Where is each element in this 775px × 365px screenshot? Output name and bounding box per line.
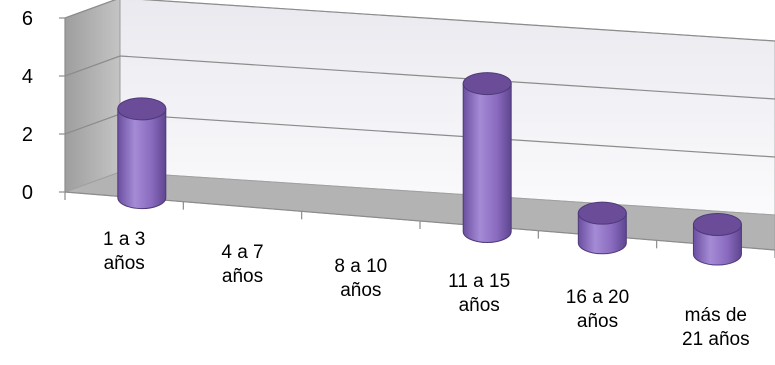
category-label-line: años — [340, 280, 381, 301]
side-wall — [64, 0, 121, 193]
bar-top — [692, 212, 742, 236]
bar-body — [462, 83, 512, 243]
bars — [117, 72, 742, 266]
y-tick-label: 4 — [22, 66, 33, 88]
bar-top — [462, 72, 512, 96]
chart-walls — [64, 0, 775, 251]
bar-top — [117, 97, 167, 121]
category-label: más de 21 años — [682, 305, 750, 350]
category-label: 1 a 3 años — [103, 229, 145, 274]
bar — [462, 72, 512, 243]
category-label-line: años — [577, 311, 618, 332]
category-label-line: 4 a 7 — [221, 242, 263, 263]
bar-top — [577, 201, 627, 225]
category-label: 16 a 20 años — [566, 287, 629, 332]
category-label-line: años — [222, 266, 263, 287]
y-tick-label: 6 — [22, 8, 33, 30]
bar — [577, 201, 627, 255]
bar-body — [692, 223, 742, 266]
bar — [117, 97, 167, 210]
gridline — [64, 55, 775, 100]
axes — [59, 17, 775, 258]
category-label: 11 a 15 años — [448, 271, 510, 316]
category-label-line: 11 a 15 — [448, 271, 510, 292]
category-label-line: 1 a 3 — [103, 229, 145, 250]
category-label: 4 a 7 años — [221, 242, 263, 287]
bar-body — [117, 108, 167, 210]
y-tick-label: 2 — [22, 124, 33, 146]
category-label-line: 16 a 20 — [566, 287, 629, 308]
y-tick-label: 0 — [22, 182, 33, 204]
category-label-line: años — [104, 253, 145, 274]
category-label-line: 21 años — [682, 329, 750, 350]
category-label-line: 8 a 10 — [334, 256, 387, 277]
bar — [692, 212, 742, 266]
bar-body — [577, 212, 627, 255]
gridline — [64, 0, 775, 42]
category-label-line: años — [459, 295, 500, 316]
category-label-line: más de — [685, 305, 747, 326]
y-axis-labels: 0 2 4 6 — [22, 8, 33, 204]
category-label: 8 a 10 años — [334, 256, 387, 301]
